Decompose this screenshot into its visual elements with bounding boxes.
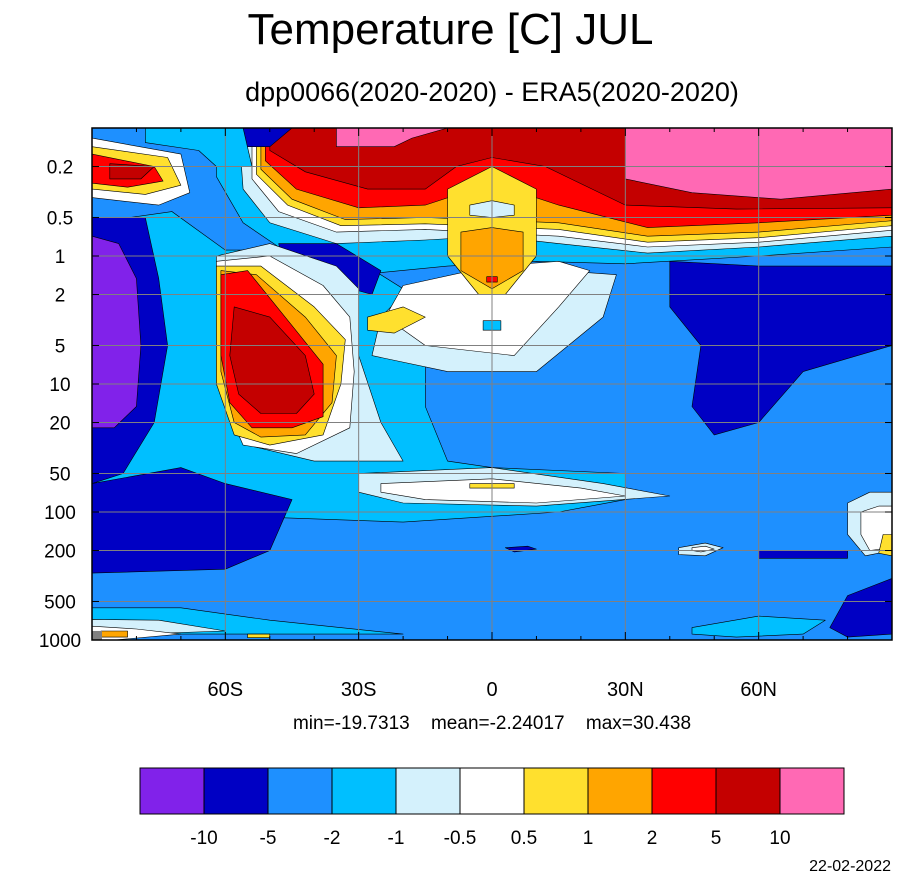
y-tick-label: 1	[55, 247, 66, 268]
x-tick-label: 30S	[341, 679, 377, 701]
y-tick-label: 10	[49, 375, 70, 396]
page-title: Temperature [C] JUL	[247, 5, 654, 54]
y-tick-label: 0.5	[47, 208, 73, 229]
colorbar-swatch	[267, 767, 333, 815]
colorbar-swatch	[715, 767, 781, 815]
colorbar-tick-label: -1	[388, 828, 405, 849]
contour-region-31	[829, 578, 892, 638]
colorbar-tick-label: 2	[647, 828, 658, 849]
contour-region-1	[92, 235, 142, 429]
contour-region-14	[229, 306, 315, 414]
contour-region-39	[100, 630, 128, 638]
stat-max: max=30.438	[585, 713, 692, 734]
colorbar-swatch	[523, 767, 589, 815]
colorbar-tick-label: 0.5	[511, 828, 537, 849]
stat-mean: mean=-2.24017	[430, 713, 565, 734]
y-tick-label: 5	[55, 336, 66, 357]
colorbar-tick-label: -0.5	[444, 828, 477, 849]
y-tick-label: 0.2	[47, 158, 73, 179]
missing-data-patch	[92, 630, 102, 640]
colorbar-tick-label: -10	[190, 828, 217, 849]
colorbar-swatch	[395, 767, 461, 815]
contour-region-38	[247, 633, 271, 638]
upper-band-10	[92, 467, 293, 574]
x-tick-label: 0	[486, 679, 497, 701]
y-tick-label: 20	[49, 414, 70, 435]
colorbar-swatch	[459, 767, 525, 815]
colorbar-swatch	[331, 767, 397, 815]
stats-line: min=-19.7313 mean=-2.24017 max=30.438	[92, 712, 892, 736]
y-tick-label: 1000	[39, 631, 81, 652]
contour-region-17	[367, 306, 426, 334]
colorbar-tick-label: 10	[769, 828, 790, 849]
chart-subtitle: dpp0066(2020-2020) - ERA5(2020-2020)	[245, 77, 739, 107]
stat-min: min=-19.7313	[292, 713, 410, 734]
colorbar-swatch	[203, 767, 269, 815]
y-tick-label: 2	[55, 286, 66, 307]
y-tick-label: 100	[44, 503, 76, 524]
colorbar-tick-label: -2	[324, 828, 341, 849]
date-stamp: 22-02-2022	[809, 858, 891, 875]
x-tick-label: 30N	[607, 679, 644, 701]
colorbar-swatch	[779, 767, 845, 815]
contour-region-33	[758, 550, 848, 559]
colorbar-tick-label: 1	[583, 828, 594, 849]
colorbar-swatch	[651, 767, 717, 815]
y-tick-label: 50	[49, 464, 70, 485]
colorbar-swatch	[587, 767, 653, 815]
x-tick-label: 60N	[740, 679, 777, 701]
y-tick-label: 200	[44, 542, 76, 563]
contour-region-24	[380, 478, 626, 504]
x-tick-label: 60S	[208, 679, 244, 701]
colorbar-swatch	[139, 767, 205, 815]
colorbar-tick-label: 5	[711, 828, 722, 849]
y-tick-label: 500	[44, 592, 76, 613]
colorbar-tick-label: -5	[260, 828, 277, 849]
upper-band-7	[336, 128, 448, 147]
contour-region-7	[109, 163, 155, 180]
